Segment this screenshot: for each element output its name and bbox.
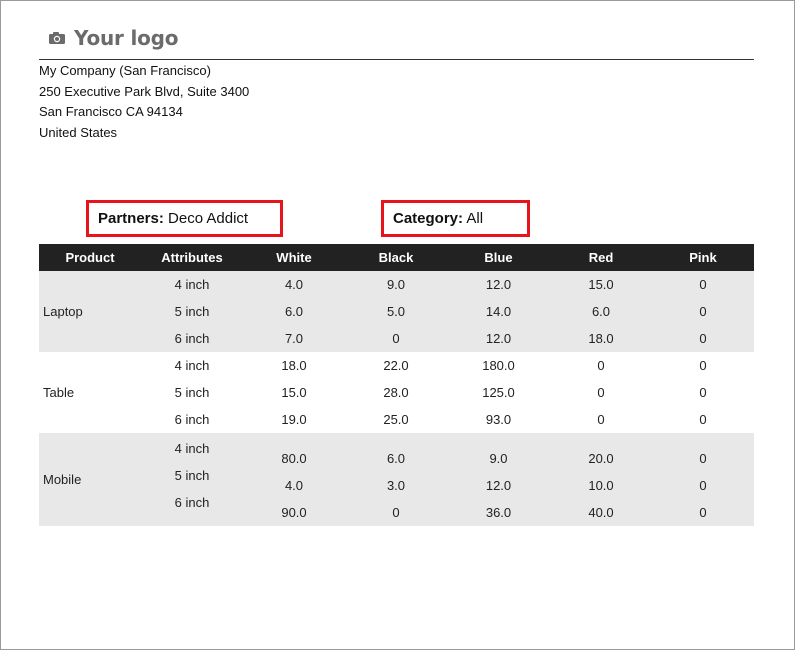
value-cell: 7.0 bbox=[243, 325, 345, 352]
table-row: 5 inch 6.0 5.0 14.0 6.0 0 bbox=[39, 298, 754, 325]
value-cell: 0 bbox=[652, 325, 754, 352]
value-cell: 0 bbox=[699, 451, 707, 466]
value-cell: 18.0 bbox=[243, 352, 345, 379]
column-header-white: White bbox=[243, 244, 345, 271]
attribute-cell: 5 inch bbox=[141, 379, 243, 406]
table-row: 6 inch 19.0 25.0 93.0 0 0 bbox=[39, 406, 754, 433]
value-cell: 125.0 bbox=[447, 379, 550, 406]
value-stack: 20.0 10.0 40.0 bbox=[550, 433, 652, 526]
value-cell: 15.0 bbox=[550, 271, 652, 298]
column-header-red: Red bbox=[550, 244, 652, 271]
value-cell: 6.0 bbox=[243, 298, 345, 325]
attribute-cell: 6 inch bbox=[141, 406, 243, 433]
value-cell: 0 bbox=[550, 406, 652, 433]
partners-label: Partners: bbox=[98, 210, 164, 227]
value-cell: 12.0 bbox=[447, 325, 550, 352]
value-cell: 9.0 bbox=[489, 451, 508, 466]
value-cell: 0 bbox=[652, 406, 754, 433]
value-cell: 25.0 bbox=[345, 406, 447, 433]
value-cell: 6.0 bbox=[550, 298, 652, 325]
value-cell: 14.0 bbox=[447, 298, 550, 325]
product-cell: Laptop bbox=[39, 271, 141, 352]
value-cell: 80.0 bbox=[281, 451, 307, 466]
company-city: San Francisco CA 94134 bbox=[39, 104, 183, 119]
column-header-black: Black bbox=[345, 244, 447, 271]
value-cell: 3.0 bbox=[386, 478, 406, 493]
value-cell: 22.0 bbox=[345, 352, 447, 379]
attribute-cell: 4 inch bbox=[174, 441, 210, 456]
product-attribute-table: Product Attributes White Black Blue Red … bbox=[39, 244, 754, 526]
value-cell: 0 bbox=[652, 271, 754, 298]
value-cell: 0 bbox=[550, 379, 652, 406]
value-cell: 4.0 bbox=[284, 478, 304, 493]
value-cell: 40.0 bbox=[588, 505, 614, 520]
company-country: United States bbox=[39, 124, 118, 140]
value-cell: 0 bbox=[550, 352, 652, 379]
value-cell: 10.0 bbox=[588, 478, 614, 493]
logo-text: Your logo bbox=[74, 26, 179, 50]
partners-filter: Partners: Deco Addict bbox=[86, 200, 283, 237]
value-cell: 18.0 bbox=[550, 325, 652, 352]
value-cell: 0 bbox=[699, 505, 707, 520]
company-address: My Company (San Francisco) 250 Executive… bbox=[39, 61, 249, 143]
value-cell: 0 bbox=[699, 478, 707, 493]
category-filter: Category: All bbox=[381, 200, 530, 237]
value-cell: 0 bbox=[652, 352, 754, 379]
value-cell: 0 bbox=[392, 505, 400, 520]
attribute-cell: 4 inch bbox=[141, 271, 243, 298]
table-row: 5 inch 15.0 28.0 125.0 0 0 bbox=[39, 379, 754, 406]
value-cell: 5.0 bbox=[345, 298, 447, 325]
value-stack: 0 0 0 bbox=[652, 433, 754, 526]
value-cell: 19.0 bbox=[243, 406, 345, 433]
value-cell: 12.0 bbox=[485, 478, 512, 493]
value-cell: 180.0 bbox=[447, 352, 550, 379]
product-cell: Mobile bbox=[39, 433, 141, 526]
column-header-pink: Pink bbox=[652, 244, 754, 271]
company-name: My Company (San Francisco) bbox=[39, 63, 211, 78]
value-cell: 90.0 bbox=[281, 505, 307, 520]
attribute-cell: 5 inch bbox=[141, 298, 243, 325]
table-row: Table 4 inch 18.0 22.0 180.0 0 0 bbox=[39, 352, 754, 433]
value-cell: 12.0 bbox=[447, 271, 550, 298]
value-cell: 0 bbox=[345, 325, 447, 352]
value-cell: 6.0 bbox=[386, 451, 406, 466]
value-cell: 4.0 bbox=[243, 271, 345, 298]
table-row: Mobile 4 inch 5 inch 6 inch 80.0 4.0 90.… bbox=[39, 433, 754, 526]
header-divider bbox=[39, 59, 754, 60]
category-label: Category: bbox=[393, 210, 464, 227]
value-cell: 20.0 bbox=[588, 451, 614, 466]
category-value: All bbox=[466, 210, 484, 227]
value-stack: 9.0 12.0 36.0 bbox=[447, 433, 550, 526]
partners-value: Deco Addict bbox=[168, 210, 249, 227]
value-cell: 93.0 bbox=[447, 406, 550, 433]
value-cell: 0 bbox=[652, 298, 754, 325]
attribute-cell: 6 inch bbox=[174, 495, 210, 510]
value-cell: 15.0 bbox=[243, 379, 345, 406]
table-row: 6 inch 7.0 0 12.0 18.0 0 bbox=[39, 325, 754, 352]
value-cell: 28.0 bbox=[345, 379, 447, 406]
value-stack: 80.0 4.0 90.0 bbox=[243, 433, 345, 526]
column-header-blue: Blue bbox=[447, 244, 550, 271]
value-cell: 9.0 bbox=[345, 271, 447, 298]
table-row: Laptop 4 inch 4.0 9.0 12.0 15.0 0 bbox=[39, 271, 754, 352]
attribute-stack: 4 inch 5 inch 6 inch bbox=[141, 433, 243, 526]
column-header-product: Product bbox=[39, 244, 141, 271]
attribute-cell: 6 inch bbox=[141, 325, 243, 352]
camera-icon bbox=[49, 32, 65, 44]
value-cell: 0 bbox=[652, 379, 754, 406]
value-cell: 36.0 bbox=[485, 505, 512, 520]
column-header-attributes: Attributes bbox=[141, 244, 243, 271]
company-logo: Your logo bbox=[48, 26, 179, 50]
attribute-cell: 5 inch bbox=[174, 468, 210, 483]
company-street: 250 Executive Park Blvd, Suite 3400 bbox=[39, 83, 250, 99]
product-cell: Table bbox=[39, 352, 141, 433]
table-header-row: Product Attributes White Black Blue Red … bbox=[39, 244, 754, 271]
value-stack: 6.0 3.0 0 bbox=[345, 433, 447, 526]
attribute-cell: 4 inch bbox=[141, 352, 243, 379]
